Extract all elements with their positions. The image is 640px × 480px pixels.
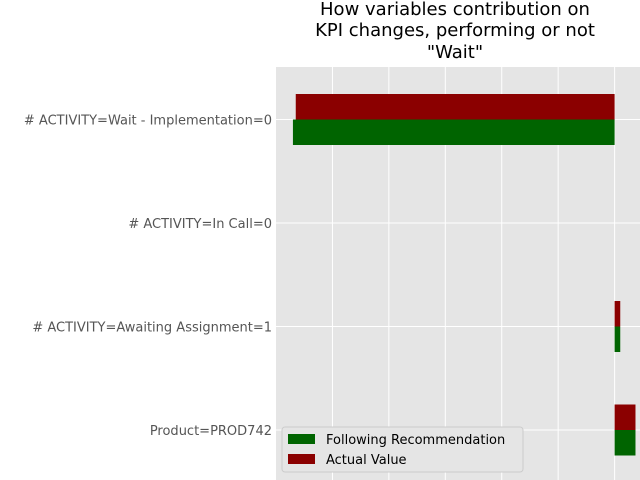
y-tick-label: # ACTIVITY=Awaiting Assignment=1 <box>32 321 272 336</box>
legend: Following Recommendation Actual Value <box>281 426 524 473</box>
y-tick-label: # ACTIVITY=Wait - Implementation=0 <box>24 114 272 129</box>
chart-title-line: How variables contribution on <box>320 0 590 20</box>
y-tick-label: # ACTIVITY=In Call=0 <box>128 217 272 232</box>
bar-actual-value <box>614 301 621 327</box>
bars <box>292 94 636 456</box>
legend-swatch <box>288 454 315 464</box>
bar-following-recommendation <box>614 430 636 456</box>
bar-actual-value <box>295 94 615 120</box>
chart-title-line: KPI changes, performing or not <box>315 20 595 41</box>
legend-swatch <box>288 434 315 444</box>
legend-label: Actual Value <box>326 453 407 468</box>
chart-title-line: "Wait" <box>427 42 483 63</box>
legend-box <box>281 426 524 473</box>
legend-label: Following Recommendation <box>326 433 505 448</box>
bar-actual-value <box>614 404 636 430</box>
y-tick-label: Product=PROD742 <box>150 424 272 439</box>
bar-following-recommendation <box>614 326 621 352</box>
y-tick-labels: # ACTIVITY=Wait - Implementation=0 # ACTI… <box>24 114 272 440</box>
bar-following-recommendation <box>292 119 615 145</box>
